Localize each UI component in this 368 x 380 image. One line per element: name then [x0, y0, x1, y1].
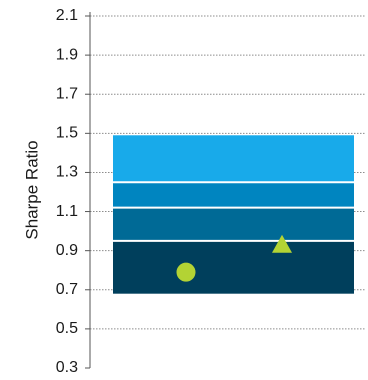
y-tick-label: 1.5 [56, 125, 78, 142]
triangle-marker [272, 234, 292, 253]
y-tick-label: 0.3 [56, 359, 78, 376]
y-axis-title: Sharpe Ratio [22, 140, 41, 239]
markers [176, 234, 292, 282]
quartile-band [113, 207, 354, 241]
y-tick-label: 1.3 [56, 164, 78, 181]
quartile-band [113, 135, 354, 183]
y-tick-label: 1.7 [56, 85, 78, 102]
quartile-band [113, 182, 354, 208]
quartile-band [113, 240, 354, 294]
y-tick-labels: 0.3 0.5 0.7 0.9 1.1 1.3 1.5 1.7 1.9 2.1 [56, 7, 90, 376]
y-tick-label: 0.9 [56, 242, 78, 259]
y-tick-label: 0.5 [56, 320, 78, 337]
y-tick-label: 2.1 [56, 7, 78, 24]
y-tick-label: 1.9 [56, 46, 78, 63]
circle-marker [176, 262, 196, 282]
quartile-bands [113, 135, 354, 294]
y-tick-label: 0.7 [56, 281, 78, 298]
y-tick-label: 1.1 [56, 203, 78, 220]
